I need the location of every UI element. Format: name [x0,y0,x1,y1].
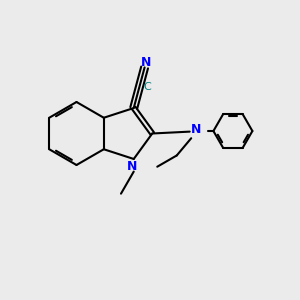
Text: N: N [127,160,137,173]
Text: N: N [141,56,151,69]
Text: C: C [143,82,151,92]
Text: N: N [191,123,201,136]
